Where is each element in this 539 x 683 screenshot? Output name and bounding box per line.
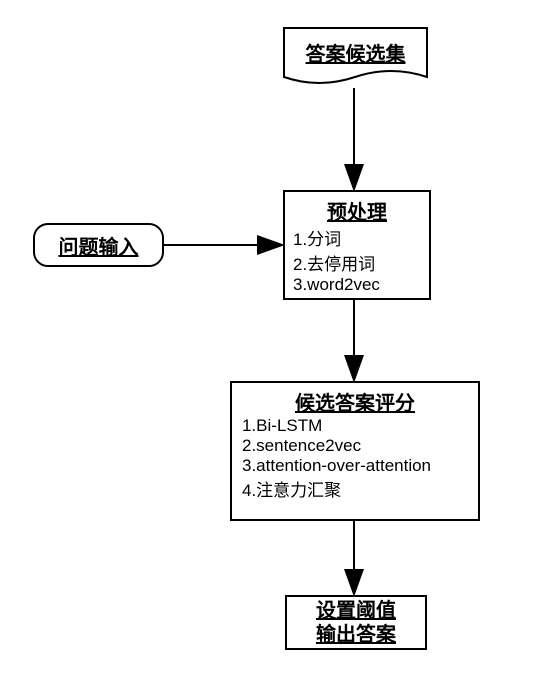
node-candidate: 答案候选集 xyxy=(283,27,428,87)
node-input: 问题输入 xyxy=(33,223,164,267)
scoring-item: 2.sentence2vec xyxy=(242,436,468,456)
node-scoring: 候选答案评分 1.Bi-LSTM 2.sentence2vec 3.attent… xyxy=(230,381,480,521)
scoring-item: 3.attention-over-attention xyxy=(242,456,468,476)
scoring-item: 4.注意力汇聚 xyxy=(242,476,468,501)
scoring-item: 1.Bi-LSTM xyxy=(242,416,468,436)
candidate-title: 答案候选集 xyxy=(283,27,428,67)
edge-candidate-preprocess xyxy=(0,0,539,683)
preprocess-item: 2.去停用词 xyxy=(293,250,421,275)
preprocess-item: 3.word2vec xyxy=(293,275,421,295)
preprocess-title: 预处理 xyxy=(293,196,421,225)
preprocess-item: 1.分词 xyxy=(293,225,421,250)
scoring-title: 候选答案评分 xyxy=(242,387,468,416)
node-preprocess: 预处理 1.分词 2.去停用词 3.word2vec xyxy=(283,190,431,300)
output-line1: 设置阈值 xyxy=(316,599,396,623)
node-output: 设置阈值 输出答案 xyxy=(285,595,427,650)
input-title: 问题输入 xyxy=(59,231,139,260)
output-line2: 输出答案 xyxy=(316,623,396,647)
